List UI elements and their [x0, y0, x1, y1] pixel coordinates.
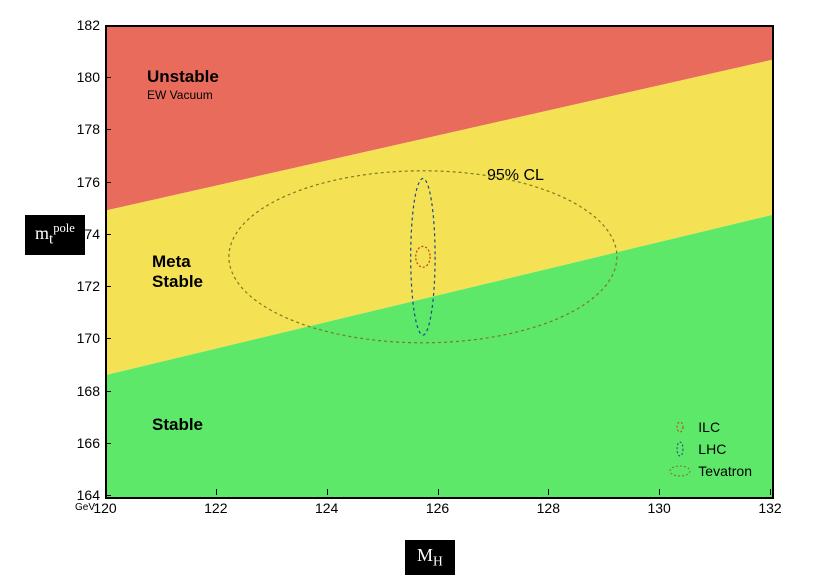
lhc-ellipse: [411, 179, 435, 336]
ytick-label: 168: [60, 383, 100, 399]
xtick-label: 124: [307, 500, 347, 516]
ytick-label: 178: [60, 121, 100, 137]
legend-item-lhc: LHC: [668, 438, 752, 460]
ytick-label: 170: [60, 330, 100, 346]
legend-item-tevatron: Tevatron: [668, 460, 752, 482]
legend: ILC LHC Tevatron: [668, 416, 752, 482]
xtick-label: 126: [418, 500, 458, 516]
ytick-label: 182: [60, 17, 100, 33]
ytick-label: 174: [60, 226, 100, 242]
legend-item-ilc: ILC: [668, 416, 752, 438]
plot-area: Unstable EW Vacuum MetaStable Stable 95%…: [105, 25, 774, 499]
xtick-label: 132: [750, 500, 790, 516]
ytick-label: 176: [60, 174, 100, 190]
xtick-label: 130: [639, 500, 679, 516]
tevatron-ellipse: [229, 171, 617, 343]
xtick-label: 122: [196, 500, 236, 516]
x-axis-label: MH: [405, 540, 455, 575]
xtick-label: 120: [85, 500, 125, 516]
ytick-label: 180: [60, 69, 100, 85]
ytick-label: 166: [60, 435, 100, 451]
xtick-label: 128: [528, 500, 568, 516]
ilc-ellipse: [416, 246, 430, 267]
ytick-label: 172: [60, 278, 100, 294]
